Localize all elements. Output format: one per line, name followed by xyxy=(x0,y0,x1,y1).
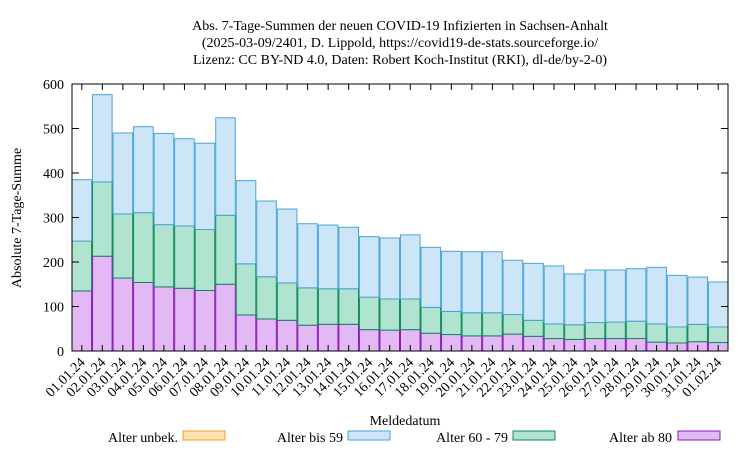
bar-alter-bis-59-31-01-24 xyxy=(687,276,708,325)
bar-alter-ab-80-05-01-24 xyxy=(153,286,175,352)
bar-alter-60-79-10-01-24 xyxy=(256,276,277,320)
bar-alter-60-79-05-01-24 xyxy=(153,224,175,288)
y-tick-label: 600 xyxy=(43,78,64,93)
legend-swatch-alter-ab-80 xyxy=(677,430,721,441)
legend-swatch-alter-unbek xyxy=(182,430,226,441)
legend: Alter unbek. Alter bis 59 Alter 60 - 79 Alt… xyxy=(108,430,721,446)
bar-alter-ab-80-08-01-24 xyxy=(215,283,236,352)
bar-alter-60-79-07-01-24 xyxy=(194,229,216,291)
bar-alter-bis-59-27-01-24 xyxy=(605,269,626,323)
x-axis-label: Meldedatum xyxy=(370,414,441,429)
chart-title: Abs. 7-Tage-Summen der neuen COVID-19 In… xyxy=(192,19,608,68)
bar-alter-bis-59-10-01-24 xyxy=(256,200,277,278)
y-axis-label: Absolute 7-Tage-Summe xyxy=(10,148,25,288)
bar-alter-bis-59-24-01-24 xyxy=(543,265,565,325)
bar-alter-60-79-03-01-24 xyxy=(112,213,134,279)
bar-alter-ab-80-07-01-24 xyxy=(194,289,216,352)
bar-alter-60-79-21-01-24 xyxy=(482,312,503,337)
bar-alter-60-79-29-01-24 xyxy=(646,323,667,343)
bar-alter-bis-59-28-01-24 xyxy=(625,268,647,322)
bar-alter-60-79-25-01-24 xyxy=(564,324,585,340)
bar-alter-60-79-08-01-24 xyxy=(215,214,236,285)
bar-alter-bis-59-09-01-24 xyxy=(235,180,257,265)
bar-alter-60-79-16-01-24 xyxy=(379,298,401,331)
bar-alter-bis-59-05-01-24 xyxy=(153,132,175,226)
legend-swatch-alter-60-79 xyxy=(512,430,556,441)
bar-alter-bis-59-13-01-24 xyxy=(317,224,339,290)
bar-alter-bis-59-26-01-24 xyxy=(584,269,606,324)
legend-label-alter-60-79: Alter 60 - 79 xyxy=(436,431,508,446)
bar-alter-bis-59-19-01-24 xyxy=(441,250,462,312)
bar-alter-ab-80-06-01-24 xyxy=(174,287,195,352)
bar-alter-ab-80-02-01-24 xyxy=(92,255,113,352)
bar-alter-ab-80-04-01-24 xyxy=(133,281,154,352)
bar-alter-bis-59-16-01-24 xyxy=(379,237,401,300)
bar-alter-bis-59-20-01-24 xyxy=(461,251,483,314)
y-tick-label: 100 xyxy=(43,301,64,316)
legend-label-alter-bis-59: Alter bis 59 xyxy=(277,431,343,446)
bar-alter-bis-59-06-01-24 xyxy=(174,138,195,227)
bar-alter-bis-59-14-01-24 xyxy=(338,226,359,290)
legend-swatch-alter-bis-59 xyxy=(347,430,391,441)
bar-alter-bis-59-04-01-24 xyxy=(133,126,154,214)
bar-alter-bis-59-12-01-24 xyxy=(297,223,318,289)
bar-alter-60-79-23-01-24 xyxy=(523,319,544,337)
bar-alter-60-79-27-01-24 xyxy=(605,321,626,340)
bar-alter-60-79-30-01-24 xyxy=(666,326,688,344)
bar-alter-bis-59-01-01-24 xyxy=(71,179,93,242)
bar-alter-60-79-02-01-24 xyxy=(92,181,113,257)
y-tick-label: 400 xyxy=(43,167,64,182)
bar-alter-ab-80-01-01-24 xyxy=(71,290,93,352)
chart-title-line-1: Abs. 7-Tage-Summen der neuen COVID-19 In… xyxy=(192,19,608,34)
bar-alter-bis-59-01-02-24 xyxy=(707,281,729,328)
legend-label-alter-ab-80: Alter ab 80 xyxy=(609,431,672,446)
chart-title-line-3: Lizenz: CC BY-ND 4.0, Daten: Robert Koch… xyxy=(193,53,607,68)
bar-alter-60-79-15-01-24 xyxy=(358,296,380,331)
bar-alter-bis-59-08-01-24 xyxy=(215,117,236,216)
bar-alter-60-79-20-01-24 xyxy=(461,312,483,337)
bar-alter-60-79-22-01-24 xyxy=(502,314,524,335)
bar-alter-60-79-06-01-24 xyxy=(174,225,195,289)
bar-alter-60-79-18-01-24 xyxy=(420,306,442,334)
chart-title-line-2: (2025-03-09/2401, D. Lippold, https://co… xyxy=(202,36,598,51)
bar-alter-60-79-11-01-24 xyxy=(276,282,298,321)
y-tick-label: 500 xyxy=(43,123,64,138)
bar-alter-60-79-13-01-24 xyxy=(317,288,339,325)
y-tick-label: 300 xyxy=(43,212,64,227)
bar-alter-60-79-04-01-24 xyxy=(133,212,154,283)
bar-alter-bis-59-03-01-24 xyxy=(112,132,134,215)
bar-alter-60-79-17-01-24 xyxy=(399,298,421,331)
bar-alter-bis-59-29-01-24 xyxy=(646,266,667,325)
bar-alter-60-79-12-01-24 xyxy=(297,287,318,326)
bar-alter-60-79-09-01-24 xyxy=(235,263,257,316)
y-tick-label: 0 xyxy=(57,345,64,360)
bar-alter-bis-59-11-01-24 xyxy=(276,208,298,284)
bar-alter-bis-59-17-01-24 xyxy=(399,234,421,300)
bar-alter-60-79-28-01-24 xyxy=(625,320,647,340)
bar-alter-bis-59-25-01-24 xyxy=(564,273,585,326)
bars xyxy=(71,94,729,352)
bar-alter-bis-59-22-01-24 xyxy=(502,259,524,316)
bar-alter-60-79-24-01-24 xyxy=(543,323,565,340)
bar-alter-bis-59-30-01-24 xyxy=(666,274,688,328)
legend-label-alter-unbek: Alter unbek. xyxy=(108,431,178,446)
bar-alter-60-79-01-02-24 xyxy=(707,326,729,344)
y-tick-label: 200 xyxy=(43,256,64,271)
bar-alter-60-79-14-01-24 xyxy=(338,288,359,325)
bar-alter-ab-80-03-01-24 xyxy=(112,277,134,352)
bar-alter-bis-59-21-01-24 xyxy=(482,251,503,314)
bar-alter-bis-59-15-01-24 xyxy=(358,236,380,298)
bar-alter-bis-59-18-01-24 xyxy=(420,246,442,308)
bar-alter-60-79-01-01-24 xyxy=(71,240,93,292)
bar-alter-bis-59-02-01-24 xyxy=(92,94,113,183)
bar-alter-60-79-26-01-24 xyxy=(584,322,606,340)
bar-alter-bis-59-07-01-24 xyxy=(194,142,216,231)
bar-alter-bis-59-23-01-24 xyxy=(523,262,544,321)
bar-alter-60-79-31-01-24 xyxy=(687,323,708,343)
bar-alter-60-79-19-01-24 xyxy=(441,310,462,336)
